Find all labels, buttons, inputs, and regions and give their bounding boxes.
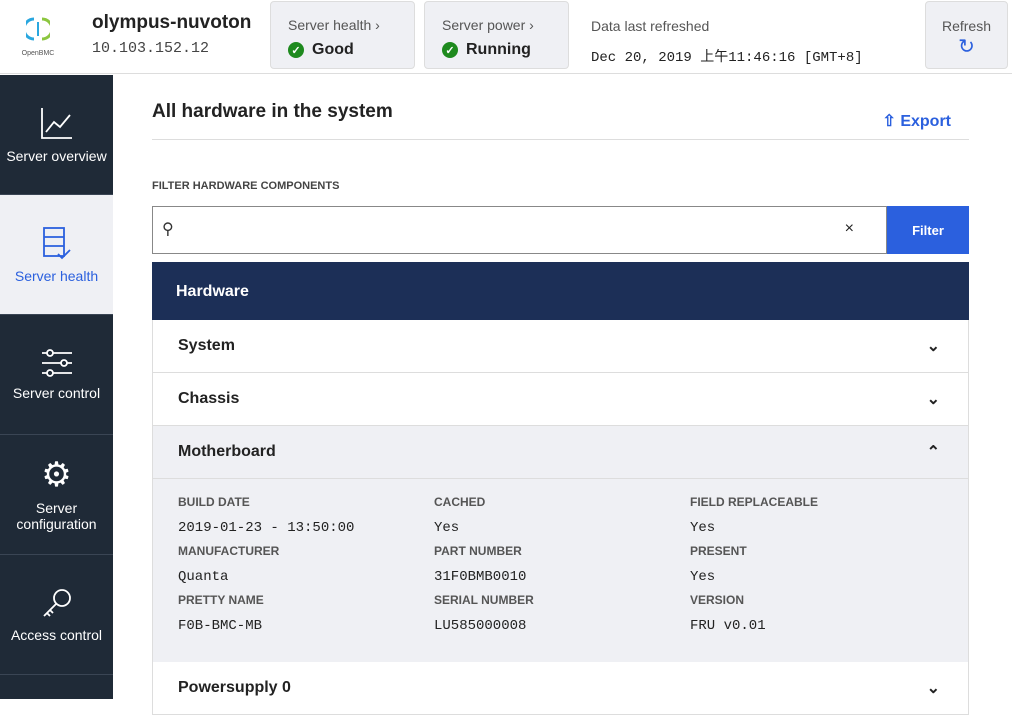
row-details: BUILD DATE 2019-01-23 - 13:50:00 CACHED Ye… — [152, 479, 969, 662]
sidebar-item-server-control[interactable]: Server control — [0, 315, 113, 435]
chevron-down-icon: ⌄ — [926, 680, 940, 697]
table-row[interactable]: System ⌄ — [152, 320, 969, 373]
table-row[interactable]: Powersupply 0 ⌄ — [152, 662, 969, 715]
server-power-label: Server power — [442, 17, 526, 33]
row-label: System — [178, 337, 235, 354]
refresh-icon: ↻ — [958, 36, 975, 58]
sidebar-item-label: Server control — [12, 384, 101, 401]
detail-value: FRU v0.01 — [690, 618, 766, 634]
chart-icon — [40, 107, 72, 139]
filter-button[interactable]: Filter — [887, 206, 969, 254]
chevron-right-icon: › — [375, 17, 380, 33]
detail-value: 31F0BMB0010 — [434, 569, 527, 585]
detail-label: BUILD DATE — [178, 495, 250, 509]
detail-value: Yes — [690, 520, 716, 536]
server-check-icon — [42, 226, 71, 259]
clear-icon[interactable]: × — [844, 220, 854, 237]
table-header: Hardware — [152, 262, 969, 320]
logo-text: OpenBMC — [21, 50, 55, 57]
search-input[interactable]: ⚲ × — [152, 206, 887, 254]
table-row[interactable]: Chassis ⌄ — [152, 373, 969, 426]
server-power-value: Running — [466, 41, 531, 58]
chevron-right-icon: › — [529, 17, 534, 33]
row-label: Powersupply 0 — [178, 679, 291, 696]
server-health-value: Good — [312, 41, 354, 58]
sidebar-item-server-health[interactable]: Server health — [0, 195, 113, 315]
filter-label: FILTER HARDWARE COMPONENTS — [152, 180, 340, 192]
sidebar-item-server-configuration[interactable]: ⚙ Server configuration — [0, 435, 113, 555]
sidebar: Server overview Server health Server con… — [0, 75, 113, 699]
search-icon: ⚲ — [162, 221, 174, 238]
sliders-icon — [41, 348, 72, 377]
chevron-up-icon: ⌃ — [926, 444, 940, 461]
export-button[interactable]: ⇧ Export — [882, 111, 951, 131]
detail-value: Quanta — [178, 569, 229, 585]
detail-label: CACHED — [434, 495, 486, 509]
main-content: All hardware in the system ⇧ Export FILT… — [152, 75, 969, 715]
refreshed-label: Data last refreshed — [591, 18, 710, 34]
openbmc-logo: OpenBMC — [18, 16, 58, 57]
sidebar-item-label: Server configuration — [16, 499, 97, 532]
detail-label: PRETTY NAME — [178, 593, 264, 607]
refresh-label: Refresh — [941, 18, 992, 34]
check-circle-icon: ✓ — [442, 42, 458, 58]
detail-label: VERSION — [690, 593, 745, 607]
ip-address: 10.103.152.12 — [92, 40, 210, 57]
server-health-card[interactable]: Server health › ✓ Good — [270, 1, 415, 69]
refresh-button[interactable]: Refresh ↻ — [925, 1, 1008, 69]
sidebar-item-label: Access control — [10, 626, 103, 643]
detail-value: F0B-BMC-MB — [178, 618, 263, 634]
chevron-down-icon: ⌄ — [926, 391, 940, 408]
upload-icon: ⇧ — [882, 113, 896, 130]
detail-label: FIELD REPLACEABLE — [690, 495, 819, 509]
chevron-down-icon: ⌄ — [926, 338, 940, 355]
hostname: olympus-nuvoton — [92, 12, 252, 33]
page-title: All hardware in the system — [152, 101, 393, 122]
sidebar-item-server-overview[interactable]: Server overview — [0, 75, 113, 195]
detail-label: PART NUMBER — [434, 544, 522, 558]
detail-value: 2019-01-23 - 13:50:00 — [178, 520, 355, 536]
divider — [152, 139, 969, 140]
app-header: OpenBMC olympus-nuvoton 10.103.152.12 Se… — [0, 0, 1012, 74]
detail-value: LU585000008 — [434, 618, 527, 634]
sidebar-item-label: Server overview — [6, 147, 107, 164]
detail-label: PRESENT — [690, 544, 747, 558]
server-health-label: Server health — [288, 17, 372, 33]
server-power-card[interactable]: Server power › ✓ Running — [424, 1, 569, 69]
check-circle-icon: ✓ — [288, 42, 304, 58]
detail-label: SERIAL NUMBER — [434, 593, 534, 607]
sidebar-item-access-control[interactable]: Access control — [0, 555, 113, 675]
refreshed-value: Dec 20, 2019 上午11:46:16 [GMT+8] — [591, 50, 863, 66]
row-label: Motherboard — [178, 443, 276, 460]
detail-value: Yes — [434, 520, 460, 536]
detail-value: Yes — [690, 569, 716, 585]
row-label: Chassis — [178, 390, 240, 407]
export-label: Export — [900, 113, 951, 130]
detail-label: MANUFACTURER — [178, 544, 280, 558]
sidebar-item-label: Server health — [14, 267, 99, 284]
gear-icon: ⚙ — [41, 455, 72, 494]
key-icon — [42, 588, 71, 617]
table-row[interactable]: Motherboard ⌃ — [152, 426, 969, 479]
